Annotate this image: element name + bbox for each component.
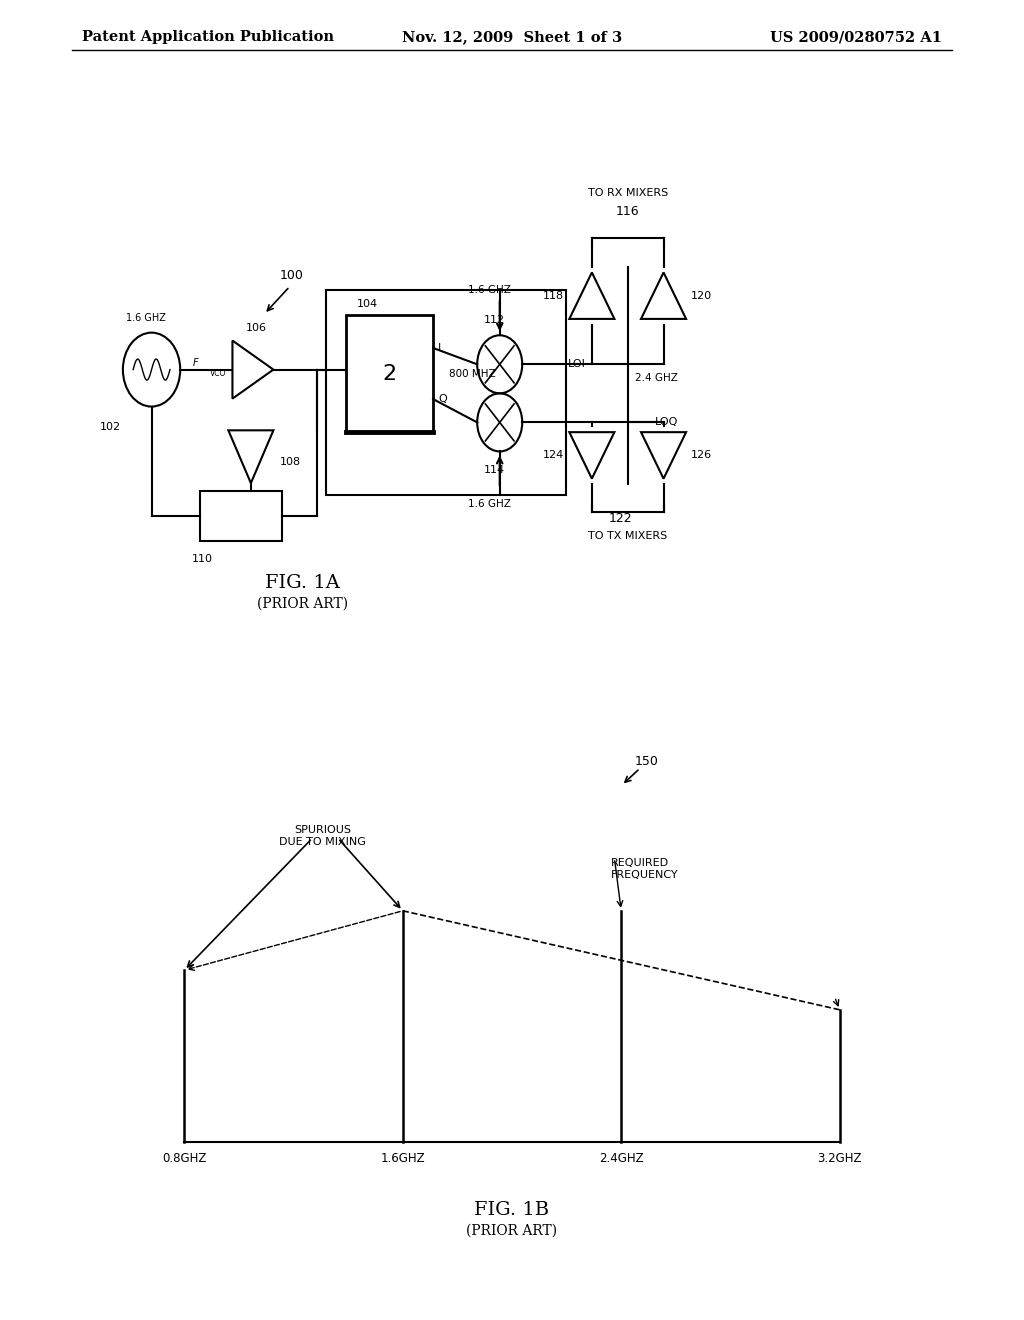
- Text: (PRIOR ART): (PRIOR ART): [467, 1224, 557, 1238]
- Text: US 2009/0280752 A1: US 2009/0280752 A1: [770, 30, 942, 45]
- Text: SPURIOUS
DUE TO MIXING: SPURIOUS DUE TO MIXING: [280, 825, 366, 847]
- Text: 1.6 GHZ: 1.6 GHZ: [468, 285, 511, 296]
- Text: 1.6 GHZ: 1.6 GHZ: [468, 499, 511, 510]
- Text: 122: 122: [608, 512, 633, 525]
- Text: 116: 116: [615, 205, 640, 218]
- Text: 124: 124: [543, 450, 564, 461]
- Text: 118: 118: [543, 290, 564, 301]
- Bar: [346, 315, 433, 432]
- Text: 126: 126: [691, 450, 713, 461]
- Text: 108: 108: [280, 457, 301, 467]
- Text: 2.4 GHZ: 2.4 GHZ: [635, 372, 678, 383]
- Text: 3.2GHZ: 3.2GHZ: [817, 1152, 862, 1166]
- Text: 150: 150: [635, 755, 658, 768]
- Text: 106: 106: [246, 322, 266, 333]
- Bar: [200, 491, 282, 541]
- Text: VCO: VCO: [210, 370, 226, 378]
- Bar: [326, 290, 566, 495]
- Text: 800 MHZ: 800 MHZ: [449, 368, 496, 379]
- Text: 112: 112: [484, 314, 505, 325]
- Text: 100: 100: [280, 269, 304, 282]
- Text: Patent Application Publication: Patent Application Publication: [82, 30, 334, 45]
- Text: LOQ: LOQ: [655, 417, 679, 428]
- Text: REQUIRED
FREQUENCY: REQUIRED FREQUENCY: [611, 858, 679, 880]
- Text: I: I: [438, 343, 441, 352]
- Text: (PRIOR ART): (PRIOR ART): [257, 597, 347, 611]
- Text: Q: Q: [438, 395, 447, 404]
- Text: FIG. 1A: FIG. 1A: [264, 574, 340, 593]
- Text: F: F: [193, 358, 198, 368]
- Text: 2: 2: [383, 363, 396, 384]
- Text: 114: 114: [484, 465, 505, 475]
- Text: 2.4GHZ: 2.4GHZ: [599, 1152, 643, 1166]
- Text: TO TX MIXERS: TO TX MIXERS: [588, 531, 668, 541]
- Text: 120: 120: [691, 290, 713, 301]
- Text: 102: 102: [100, 422, 121, 433]
- Text: TO RX MIXERS: TO RX MIXERS: [588, 187, 668, 198]
- Text: 104: 104: [356, 298, 378, 309]
- Text: FIG. 1B: FIG. 1B: [474, 1201, 550, 1220]
- Text: 0.8GHZ: 0.8GHZ: [162, 1152, 207, 1166]
- Text: 1.6GHZ: 1.6GHZ: [381, 1152, 425, 1166]
- Text: 110: 110: [191, 554, 213, 565]
- Text: LOI: LOI: [568, 359, 586, 370]
- Text: 1.6 GHZ: 1.6 GHZ: [127, 313, 166, 323]
- Text: Nov. 12, 2009  Sheet 1 of 3: Nov. 12, 2009 Sheet 1 of 3: [402, 30, 622, 45]
